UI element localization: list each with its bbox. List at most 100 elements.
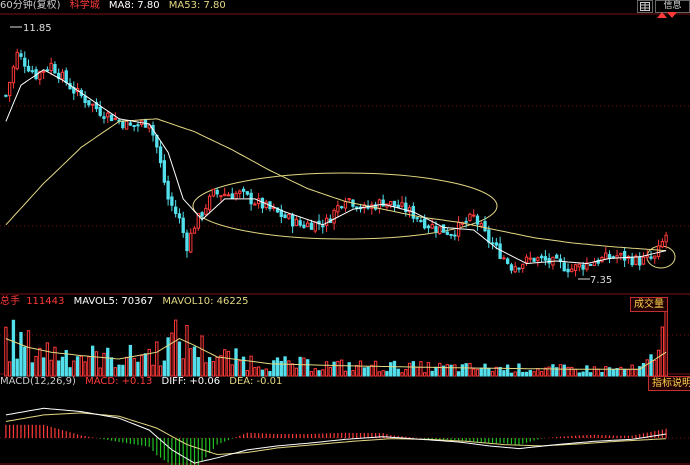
candle[interactable] [543,250,548,266]
candle[interactable] [321,219,325,234]
candle[interactable] [264,199,268,210]
candle[interactable] [607,250,612,264]
candle[interactable] [219,195,223,202]
candle[interactable] [460,221,465,227]
candle[interactable] [211,188,216,198]
candle[interactable] [505,257,510,265]
candle[interactable] [223,187,227,197]
candle[interactable] [509,262,514,274]
candle[interactable] [298,217,302,228]
candle[interactable] [253,201,257,206]
candle[interactable] [26,59,31,73]
candle[interactable] [600,255,604,263]
candle[interactable] [23,51,27,74]
candle[interactable] [336,200,340,217]
candle[interactable] [173,200,178,218]
candle[interactable] [98,100,102,118]
candle[interactable] [170,192,174,212]
candle[interactable] [260,197,265,214]
candle[interactable] [189,228,193,254]
candle[interactable] [524,254,529,266]
candle[interactable] [453,229,457,241]
candle[interactable] [634,253,638,266]
candle[interactable] [87,100,91,108]
candle[interactable] [313,221,317,234]
candle[interactable] [343,197,348,212]
macd-histogram[interactable] [5,424,667,465]
volume-indicator-button[interactable]: 成交量 [630,297,668,312]
candle[interactable] [660,238,665,249]
candle[interactable] [570,264,574,273]
candle[interactable] [124,120,129,130]
candle[interactable] [513,261,517,274]
candle[interactable] [641,252,646,266]
candle[interactable] [573,263,578,277]
candle[interactable] [370,201,374,215]
candle[interactable] [136,122,140,132]
candle[interactable] [317,214,321,231]
candle[interactable] [90,103,95,113]
candle[interactable] [162,154,167,186]
candle[interactable] [498,236,502,260]
candle[interactable] [249,189,253,211]
candle[interactable] [438,226,442,235]
volume-bars[interactable] [4,307,668,377]
candle[interactable] [441,224,446,233]
candle[interactable] [279,204,283,224]
candle[interactable] [422,214,427,230]
candle[interactable] [472,209,476,218]
candle[interactable] [241,186,246,199]
candle[interactable] [166,175,170,206]
candle[interactable] [622,246,627,268]
candle[interactable] [551,256,555,270]
candle[interactable] [483,216,487,233]
candle[interactable] [53,61,57,74]
candle[interactable] [490,237,495,250]
candle[interactable] [577,262,582,272]
candle[interactable] [619,252,623,261]
candle[interactable] [19,49,23,60]
candle[interactable] [426,224,431,233]
candle[interactable] [638,252,642,271]
candle[interactable] [419,216,423,223]
candle[interactable] [185,229,189,258]
candle[interactable] [362,202,366,214]
candle[interactable] [528,251,532,263]
candle[interactable] [566,263,570,278]
candle[interactable] [57,68,61,83]
candle[interactable] [181,211,185,238]
candle[interactable] [30,65,34,74]
candle[interactable] [226,192,231,197]
candle[interactable] [132,125,136,132]
candle[interactable] [517,267,521,273]
candle[interactable] [347,197,351,203]
candle[interactable] [649,250,653,261]
candle[interactable] [238,189,242,198]
candle[interactable] [11,64,16,89]
candle[interactable] [351,199,355,209]
candle[interactable] [400,195,404,208]
candle[interactable] [475,213,480,231]
candle[interactable] [15,48,19,71]
candle[interactable] [45,66,50,72]
candle[interactable] [158,140,163,168]
candle[interactable] [449,233,453,239]
candle[interactable] [468,212,472,222]
candle[interactable] [192,225,197,234]
candle[interactable] [404,196,408,217]
candle[interactable] [4,94,8,98]
candle[interactable] [102,111,106,124]
candle[interactable] [588,263,593,267]
candle[interactable] [604,247,608,260]
candle[interactable] [396,199,400,209]
candle[interactable] [207,193,212,213]
scroll-up-icon[interactable] [657,12,667,18]
candle[interactable] [34,66,38,81]
candle[interactable] [245,191,250,196]
candle[interactable] [521,263,525,273]
candle[interactable] [415,217,419,223]
candle[interactable] [41,70,46,80]
candlesticks[interactable] [4,48,668,278]
candle[interactable] [68,78,72,90]
candle[interactable] [539,253,544,263]
